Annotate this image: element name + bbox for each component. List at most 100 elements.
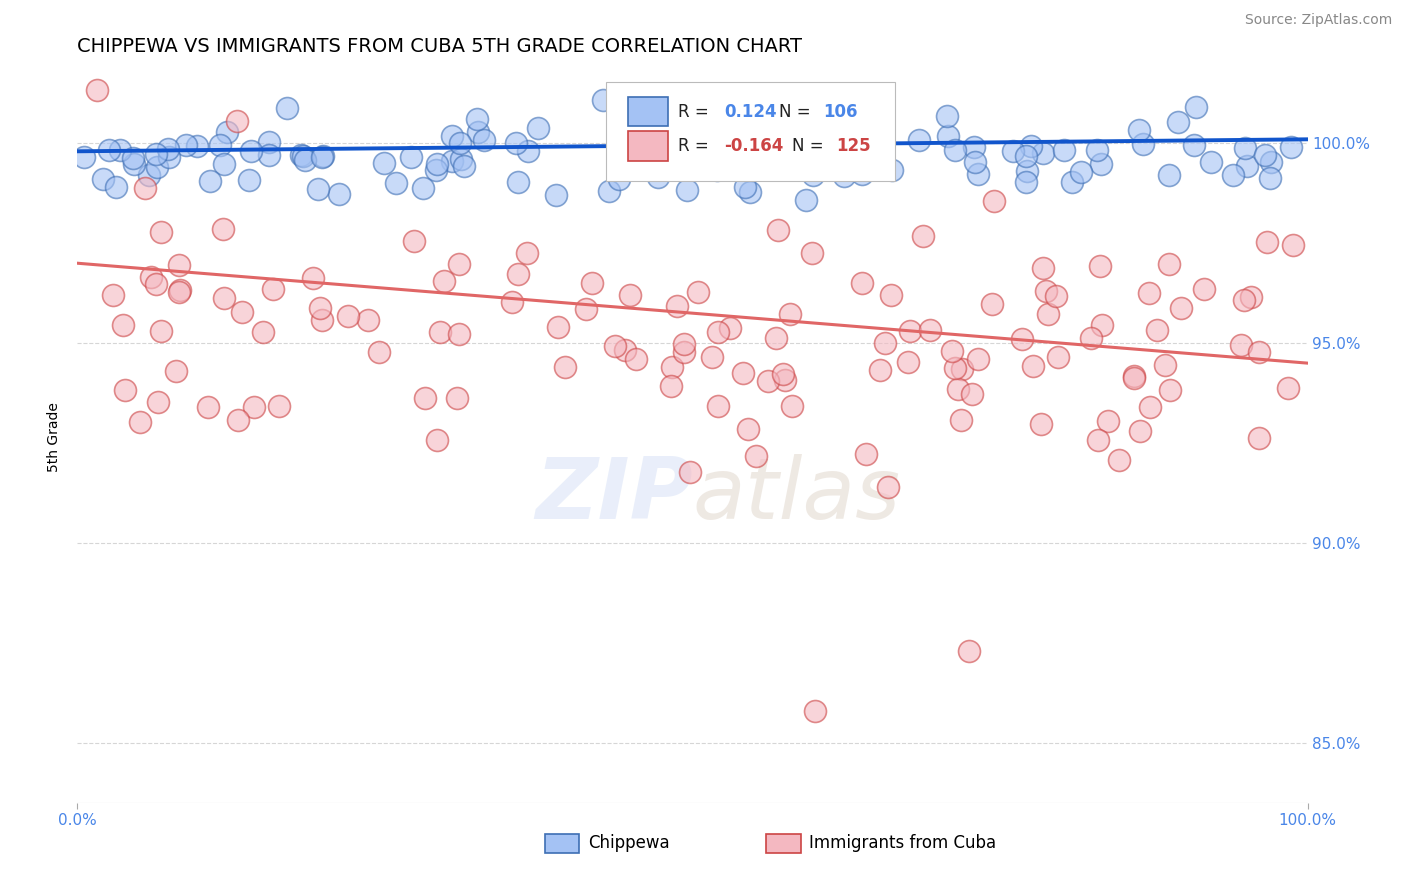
Point	[91, 171, 114, 186]
Point	[675, 183, 697, 197]
Point	[1249, 344, 1271, 359]
Point	[307, 181, 329, 195]
Point	[226, 114, 249, 128]
Point	[1240, 290, 1263, 304]
Point	[226, 413, 249, 427]
Point	[707, 325, 730, 339]
Point	[756, 133, 779, 147]
Point	[368, 345, 391, 359]
Point	[1060, 175, 1083, 189]
Point	[86, 82, 108, 96]
Point	[745, 449, 768, 463]
Point	[1201, 155, 1223, 169]
Point	[259, 135, 281, 149]
Point	[145, 277, 167, 291]
Point	[1045, 288, 1067, 302]
Point	[146, 394, 169, 409]
Point	[806, 149, 828, 163]
Point	[506, 267, 529, 281]
Point	[122, 151, 145, 165]
Point	[517, 145, 540, 159]
Point	[780, 400, 803, 414]
Point	[851, 276, 873, 290]
Point	[197, 401, 219, 415]
Point	[1022, 359, 1045, 373]
Point	[267, 399, 290, 413]
Point	[149, 225, 172, 239]
Point	[449, 257, 471, 271]
Point	[607, 172, 630, 186]
Point	[1019, 139, 1042, 153]
Point	[1182, 137, 1205, 152]
Point	[399, 150, 422, 164]
Point	[1232, 293, 1254, 307]
Point	[294, 153, 316, 168]
Point	[960, 387, 983, 401]
Point	[1277, 381, 1299, 395]
Point	[212, 221, 235, 235]
Point	[450, 152, 472, 166]
Point	[801, 245, 824, 260]
Point	[1097, 414, 1119, 428]
Point	[103, 288, 125, 302]
Point	[167, 258, 190, 272]
Point	[290, 148, 312, 162]
Point	[779, 308, 801, 322]
Point	[276, 101, 298, 115]
Point	[141, 270, 163, 285]
Text: N =: N =	[779, 103, 815, 120]
Point	[711, 157, 734, 171]
Point	[963, 139, 986, 153]
Text: Immigrants from Cuba: Immigrants from Cuba	[810, 834, 997, 852]
Point	[981, 297, 1004, 311]
FancyBboxPatch shape	[606, 82, 896, 181]
Point	[328, 186, 350, 201]
Point	[709, 157, 731, 171]
Point	[908, 133, 931, 147]
Point	[373, 156, 395, 170]
Point	[898, 324, 921, 338]
Point	[775, 372, 797, 386]
Point	[1260, 154, 1282, 169]
Point	[214, 157, 236, 171]
Point	[613, 343, 636, 357]
Point	[756, 374, 779, 388]
Point	[1281, 140, 1303, 154]
Point	[672, 337, 695, 351]
Text: 106: 106	[823, 103, 858, 120]
Point	[1159, 383, 1181, 397]
Point	[1053, 143, 1076, 157]
Point	[772, 367, 794, 381]
FancyBboxPatch shape	[546, 833, 579, 853]
Point	[157, 151, 180, 165]
Point	[647, 169, 669, 184]
Point	[547, 320, 569, 334]
Point	[527, 120, 550, 135]
Point	[1032, 261, 1054, 276]
Point	[818, 158, 841, 172]
Point	[1015, 149, 1038, 163]
Point	[1170, 301, 1192, 315]
FancyBboxPatch shape	[628, 97, 668, 127]
Point	[198, 174, 221, 188]
Point	[1015, 176, 1038, 190]
Point	[157, 142, 180, 156]
Text: 125: 125	[837, 137, 872, 155]
Text: R =: R =	[678, 137, 714, 155]
Point	[592, 93, 614, 107]
Point	[794, 193, 817, 207]
Point	[949, 413, 972, 427]
Point	[239, 144, 262, 158]
Point	[1017, 164, 1039, 178]
Point	[738, 186, 761, 200]
Point	[1128, 123, 1150, 137]
Point	[1258, 170, 1281, 185]
Point	[950, 361, 973, 376]
Point	[1011, 332, 1033, 346]
Point	[1123, 371, 1146, 385]
Point	[673, 120, 696, 135]
Point	[814, 150, 837, 164]
Point	[384, 176, 406, 190]
Point	[337, 310, 360, 324]
Point	[1047, 351, 1070, 365]
